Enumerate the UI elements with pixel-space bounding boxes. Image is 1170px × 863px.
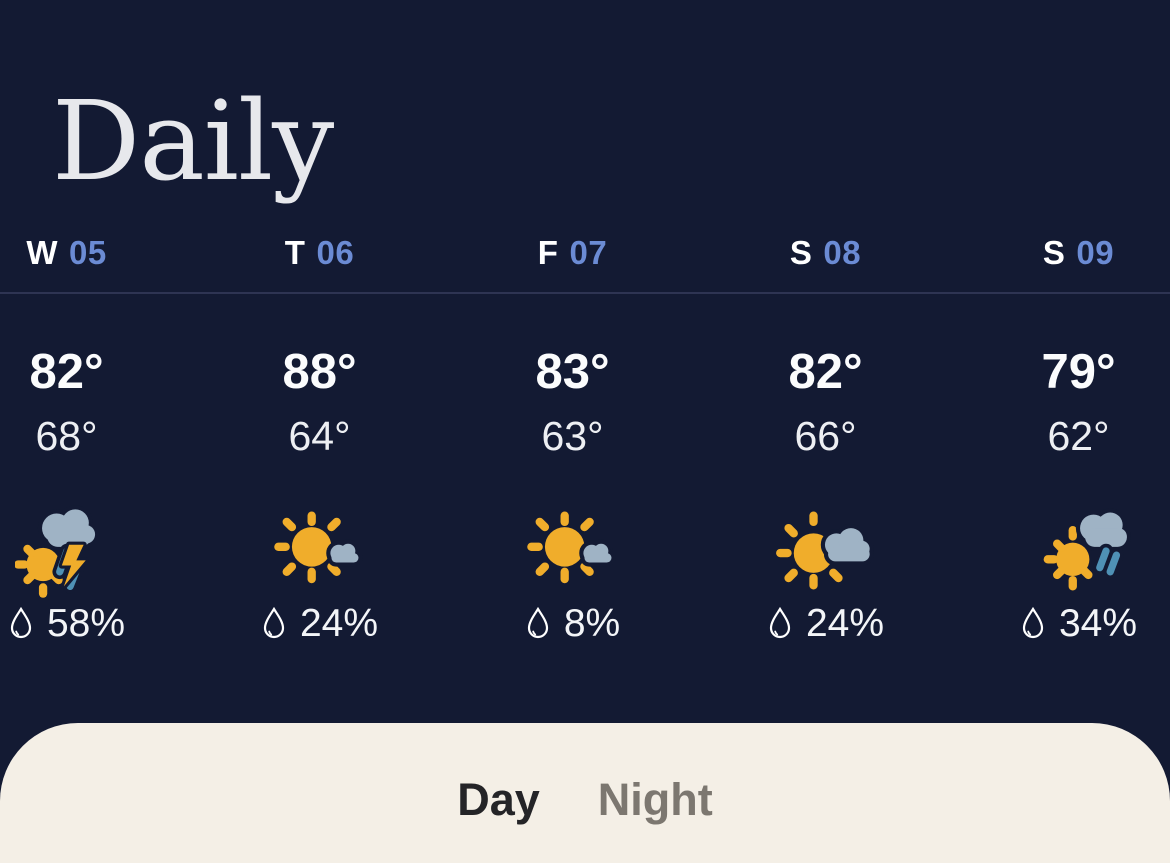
droplet-icon	[769, 607, 791, 639]
low-temp: 64°	[288, 413, 351, 459]
day-of-week-label: F	[537, 234, 559, 271]
droplet-icon	[10, 607, 32, 639]
weather-icon-area	[446, 499, 699, 603]
low-temp: 68°	[35, 413, 98, 459]
low-temp: 63°	[541, 413, 604, 459]
precip-percent: 24%	[299, 602, 379, 645]
precip-percent: 34%	[1058, 602, 1138, 645]
droplet-icon	[1022, 607, 1044, 639]
tab-night[interactable]: Night	[597, 774, 713, 825]
day-header: W 05	[0, 234, 193, 272]
date-label: 05	[68, 234, 107, 271]
droplet-icon	[527, 607, 548, 639]
day-of-week-label: S	[789, 234, 813, 271]
low-temp: 62°	[1047, 413, 1110, 459]
date-label: 08	[823, 234, 862, 271]
day-column[interactable]: W 05 82° 68°	[0, 0, 193, 680]
precipitation: 24%	[699, 602, 952, 646]
date-label: 09	[1076, 234, 1115, 271]
day-header: T 06	[193, 234, 446, 272]
high-temp: 82°	[29, 345, 104, 399]
precip-percent: 58%	[46, 602, 126, 645]
day-column[interactable]: T 06 88° 64°	[193, 0, 446, 680]
partly-cloudy-icon	[774, 499, 878, 603]
high-temp: 79°	[1041, 345, 1116, 399]
precipitation: 34%	[952, 602, 1170, 646]
droplet-icon	[263, 607, 285, 639]
page-title: Daily	[52, 76, 334, 205]
day-night-tabs: Day Night	[0, 775, 1170, 825]
tab-day[interactable]: Day	[457, 774, 540, 825]
thunderstorm-icon	[13, 499, 119, 603]
precip-percent: 24%	[805, 602, 885, 645]
date-label: 06	[316, 234, 355, 271]
low-temp: 66°	[794, 413, 857, 459]
weather-icon-area	[0, 499, 193, 603]
high-temp: 83°	[535, 345, 610, 399]
day-column[interactable]: S 09 79° 62°	[952, 0, 1170, 680]
day-header: S 09	[952, 234, 1170, 272]
high-temp: 88°	[282, 345, 357, 399]
day-of-week-label: S	[1042, 234, 1066, 271]
precipitation: 24%	[193, 602, 446, 646]
mostly-sunny-icon	[268, 499, 372, 603]
day-of-week-label: W	[26, 234, 58, 271]
precipitation: 58%	[0, 602, 193, 646]
weather-icon-area	[699, 499, 952, 603]
weather-icon-area	[952, 499, 1170, 603]
day-column[interactable]: F 07 83° 63°	[446, 0, 699, 680]
day-header: F 07	[446, 234, 699, 272]
date-label: 07	[569, 234, 608, 271]
daily-forecast-row[interactable]: W 05 82° 68°	[0, 0, 1170, 680]
day-column[interactable]: S 08 82° 66°	[699, 0, 952, 680]
day-of-week-label: T	[284, 234, 306, 271]
sun-rain-cloud-icon	[1027, 499, 1131, 603]
weather-icon-area	[193, 499, 446, 603]
mostly-sunny-icon	[521, 499, 625, 603]
precip-percent: 8%	[563, 602, 621, 645]
header-divider	[0, 292, 1170, 294]
details-sheet: Day Night	[0, 723, 1170, 863]
high-temp: 82°	[788, 345, 863, 399]
precipitation: 8%	[446, 602, 699, 646]
day-header: S 08	[699, 234, 952, 272]
